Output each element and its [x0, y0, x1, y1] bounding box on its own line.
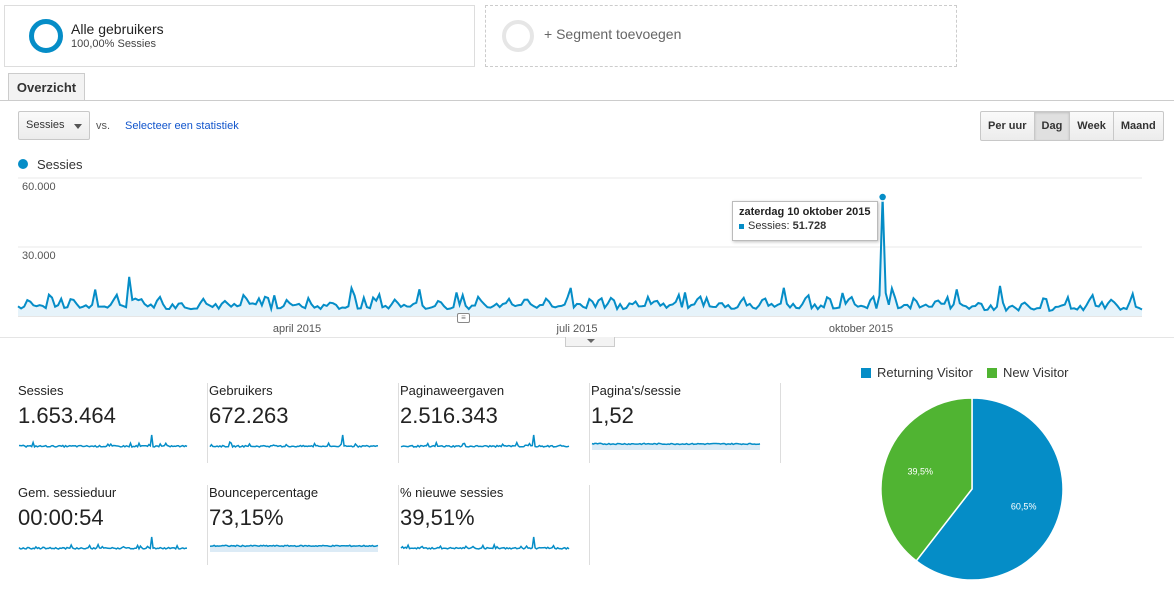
- scorecard-value: 73,15%: [209, 505, 284, 530]
- scorecard-label: Bouncepercentage: [209, 485, 319, 500]
- scorecard-value: 1.653.464: [18, 403, 116, 428]
- pie-legend-returning[interactable]: Returning Visitor: [861, 365, 973, 380]
- scorecard-sparkline: [18, 434, 188, 449]
- sparkline-fill: [210, 545, 378, 552]
- sparkline-line: [591, 442, 761, 446]
- pie-legend-returning-label: Returning Visitor: [877, 365, 973, 380]
- add-segment-label: + Segment toevoegen: [544, 26, 682, 42]
- period-hour-button[interactable]: Per uur: [980, 111, 1035, 141]
- sparkline-fill: [592, 443, 760, 450]
- legend-swatch: [861, 368, 871, 378]
- x-tick-label: april 2015: [273, 323, 321, 335]
- scorecard-value: 39,51%: [400, 505, 475, 530]
- series-line: [17, 196, 1143, 313]
- pie-legend-new[interactable]: New Visitor: [987, 365, 1069, 380]
- pie-legend-new-label: New Visitor: [1003, 365, 1069, 380]
- sparkline-line: [209, 434, 379, 449]
- sessions-line-chart[interactable]: 60.000 30.000 april 2015 juli 2015 oktober 2…: [0, 170, 1174, 340]
- scorecard-separator: [207, 383, 208, 463]
- segment-title: Alle gebruikers: [71, 21, 164, 37]
- scorecard[interactable]: Paginaweergaven 2.516.343: [400, 383, 590, 463]
- chevron-down-icon: [587, 339, 595, 343]
- scorecard-label: Pagina's/sessie: [591, 383, 681, 398]
- y-tick-label: 30.000: [22, 250, 56, 262]
- collapse-chart-button[interactable]: [565, 337, 615, 347]
- period-month-button[interactable]: Maand: [1112, 111, 1164, 141]
- metric-select-value: Sessies: [26, 119, 65, 131]
- tab-overzicht[interactable]: Overzicht: [8, 73, 85, 101]
- scorecard[interactable]: Gebruikers 672.263: [209, 383, 399, 463]
- vs-label: vs.: [96, 120, 111, 132]
- metric-select[interactable]: Sessies: [18, 111, 90, 140]
- series-area-fill: [18, 197, 1142, 316]
- scorecard-separator: [780, 383, 781, 463]
- pie-slice-label: 60,5%: [1011, 502, 1037, 512]
- segment-all-users[interactable]: Alle gebruikers 100,00% Sessies: [4, 5, 475, 67]
- scorecard-sparkline: [400, 434, 570, 448]
- scorecard-value: 2.516.343: [400, 403, 498, 428]
- series-legend-dot: [18, 159, 28, 169]
- scorecard-label: Gem. sessieduur: [18, 485, 117, 500]
- period-day-button[interactable]: Dag: [1033, 111, 1071, 141]
- select-secondary-metric-link[interactable]: Selecteer een statistiek: [125, 120, 239, 132]
- sparkline-line: [400, 536, 570, 551]
- scorecard-value: 672.263: [209, 403, 289, 428]
- pie-slice-label: 39,5%: [908, 466, 934, 476]
- scorecard-label: Paginaweergaven: [400, 383, 505, 398]
- x-tick-label: juli 2015: [556, 323, 598, 335]
- annotation-icon[interactable]: ≡: [457, 313, 470, 323]
- scorecard-separator: [589, 485, 590, 565]
- peak-point[interactable]: [877, 192, 888, 202]
- scorecard[interactable]: Sessies 1.653.464: [18, 383, 208, 463]
- scorecard-label: % nieuwe sessies: [400, 485, 504, 500]
- scorecard[interactable]: Pagina's/sessie 1,52: [591, 383, 781, 463]
- scorecard[interactable]: Gem. sessieduur 00:00:54: [18, 485, 208, 565]
- period-button-group: Per uur Dag Week Maand: [980, 111, 1164, 141]
- scorecard[interactable]: % nieuwe sessies 39,51%: [400, 485, 590, 565]
- scorecard-separator: [398, 383, 399, 463]
- scorecard-sparkline: [18, 536, 188, 551]
- segment-subtitle: 100,00% Sessies: [71, 38, 156, 50]
- scorecard-separator: [207, 485, 208, 565]
- scorecard-value: 00:00:54: [18, 505, 104, 530]
- tooltip-value: 51.728: [792, 220, 827, 232]
- sparkline-line: [209, 544, 379, 548]
- tab-divider: [0, 100, 1174, 101]
- scorecard-sparkline: [400, 536, 570, 551]
- scorecard-label: Sessies: [18, 383, 64, 398]
- scorecard-separator: [398, 485, 399, 565]
- scorecard[interactable]: Bouncepercentage 73,15%: [209, 485, 399, 565]
- x-tick-label: oktober 2015: [829, 323, 893, 335]
- tooltip-row: Sessies: 51.728: [739, 220, 871, 232]
- scorecard-sparkline: [209, 434, 379, 449]
- chart-tooltip: zaterdag 10 oktober 2015 Sessies: 51.728: [732, 201, 878, 241]
- add-segment-button[interactable]: + Segment toevoegen: [485, 5, 957, 67]
- scorecard-value: 1,52: [591, 403, 634, 428]
- sparkline-line: [18, 434, 188, 449]
- visitor-type-pie-chart[interactable]: 60,5% 39,5%: [880, 397, 1066, 583]
- legend-swatch: [987, 368, 997, 378]
- scorecard-sparkline: [209, 544, 379, 552]
- scorecard-label: Gebruikers: [209, 383, 273, 398]
- scorecard-separator: [589, 383, 590, 463]
- series-legend-label: Sessies: [37, 157, 83, 172]
- y-tick-label: 60.000: [22, 181, 56, 193]
- sparkline-line: [18, 536, 188, 551]
- pie-slice[interactable]: [880, 397, 973, 562]
- segment-ring-icon: [29, 19, 63, 53]
- tooltip-date: zaterdag 10 oktober 2015: [739, 206, 871, 218]
- chevron-down-icon: [74, 124, 82, 129]
- tooltip-metric: Sessies:: [748, 220, 790, 232]
- pie-slice[interactable]: [915, 397, 1064, 581]
- scorecard-sparkline: [591, 442, 761, 450]
- series-square-icon: [739, 223, 744, 229]
- empty-segment-ring-icon: [502, 20, 534, 52]
- period-week-button[interactable]: Week: [1069, 111, 1114, 141]
- sparkline-line: [400, 434, 570, 448]
